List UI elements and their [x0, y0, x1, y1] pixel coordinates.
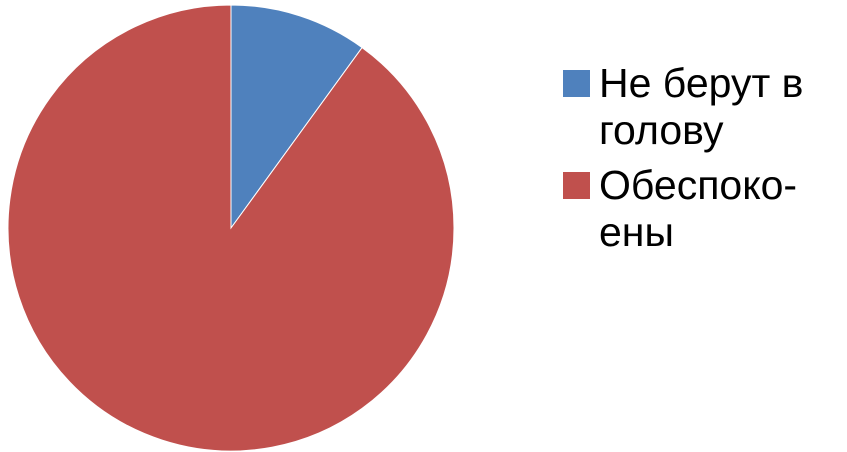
legend-swatch-0: [563, 70, 590, 97]
legend-item-0: Не берут в голову: [563, 60, 843, 154]
legend-swatch-1: [563, 172, 590, 199]
pie-slice-1: [7, 4, 455, 452]
pie-slices: [7, 4, 455, 452]
legend-label-0: Не берут в голову: [599, 60, 804, 153]
legend-item-1: Обеспоко- ены: [563, 162, 843, 256]
pie-slice-0: [230, 4, 363, 230]
legend-label-1: Обеспоко- ены: [599, 162, 798, 255]
chart-legend: Не берут в голову Обеспоко- ены: [563, 60, 843, 264]
